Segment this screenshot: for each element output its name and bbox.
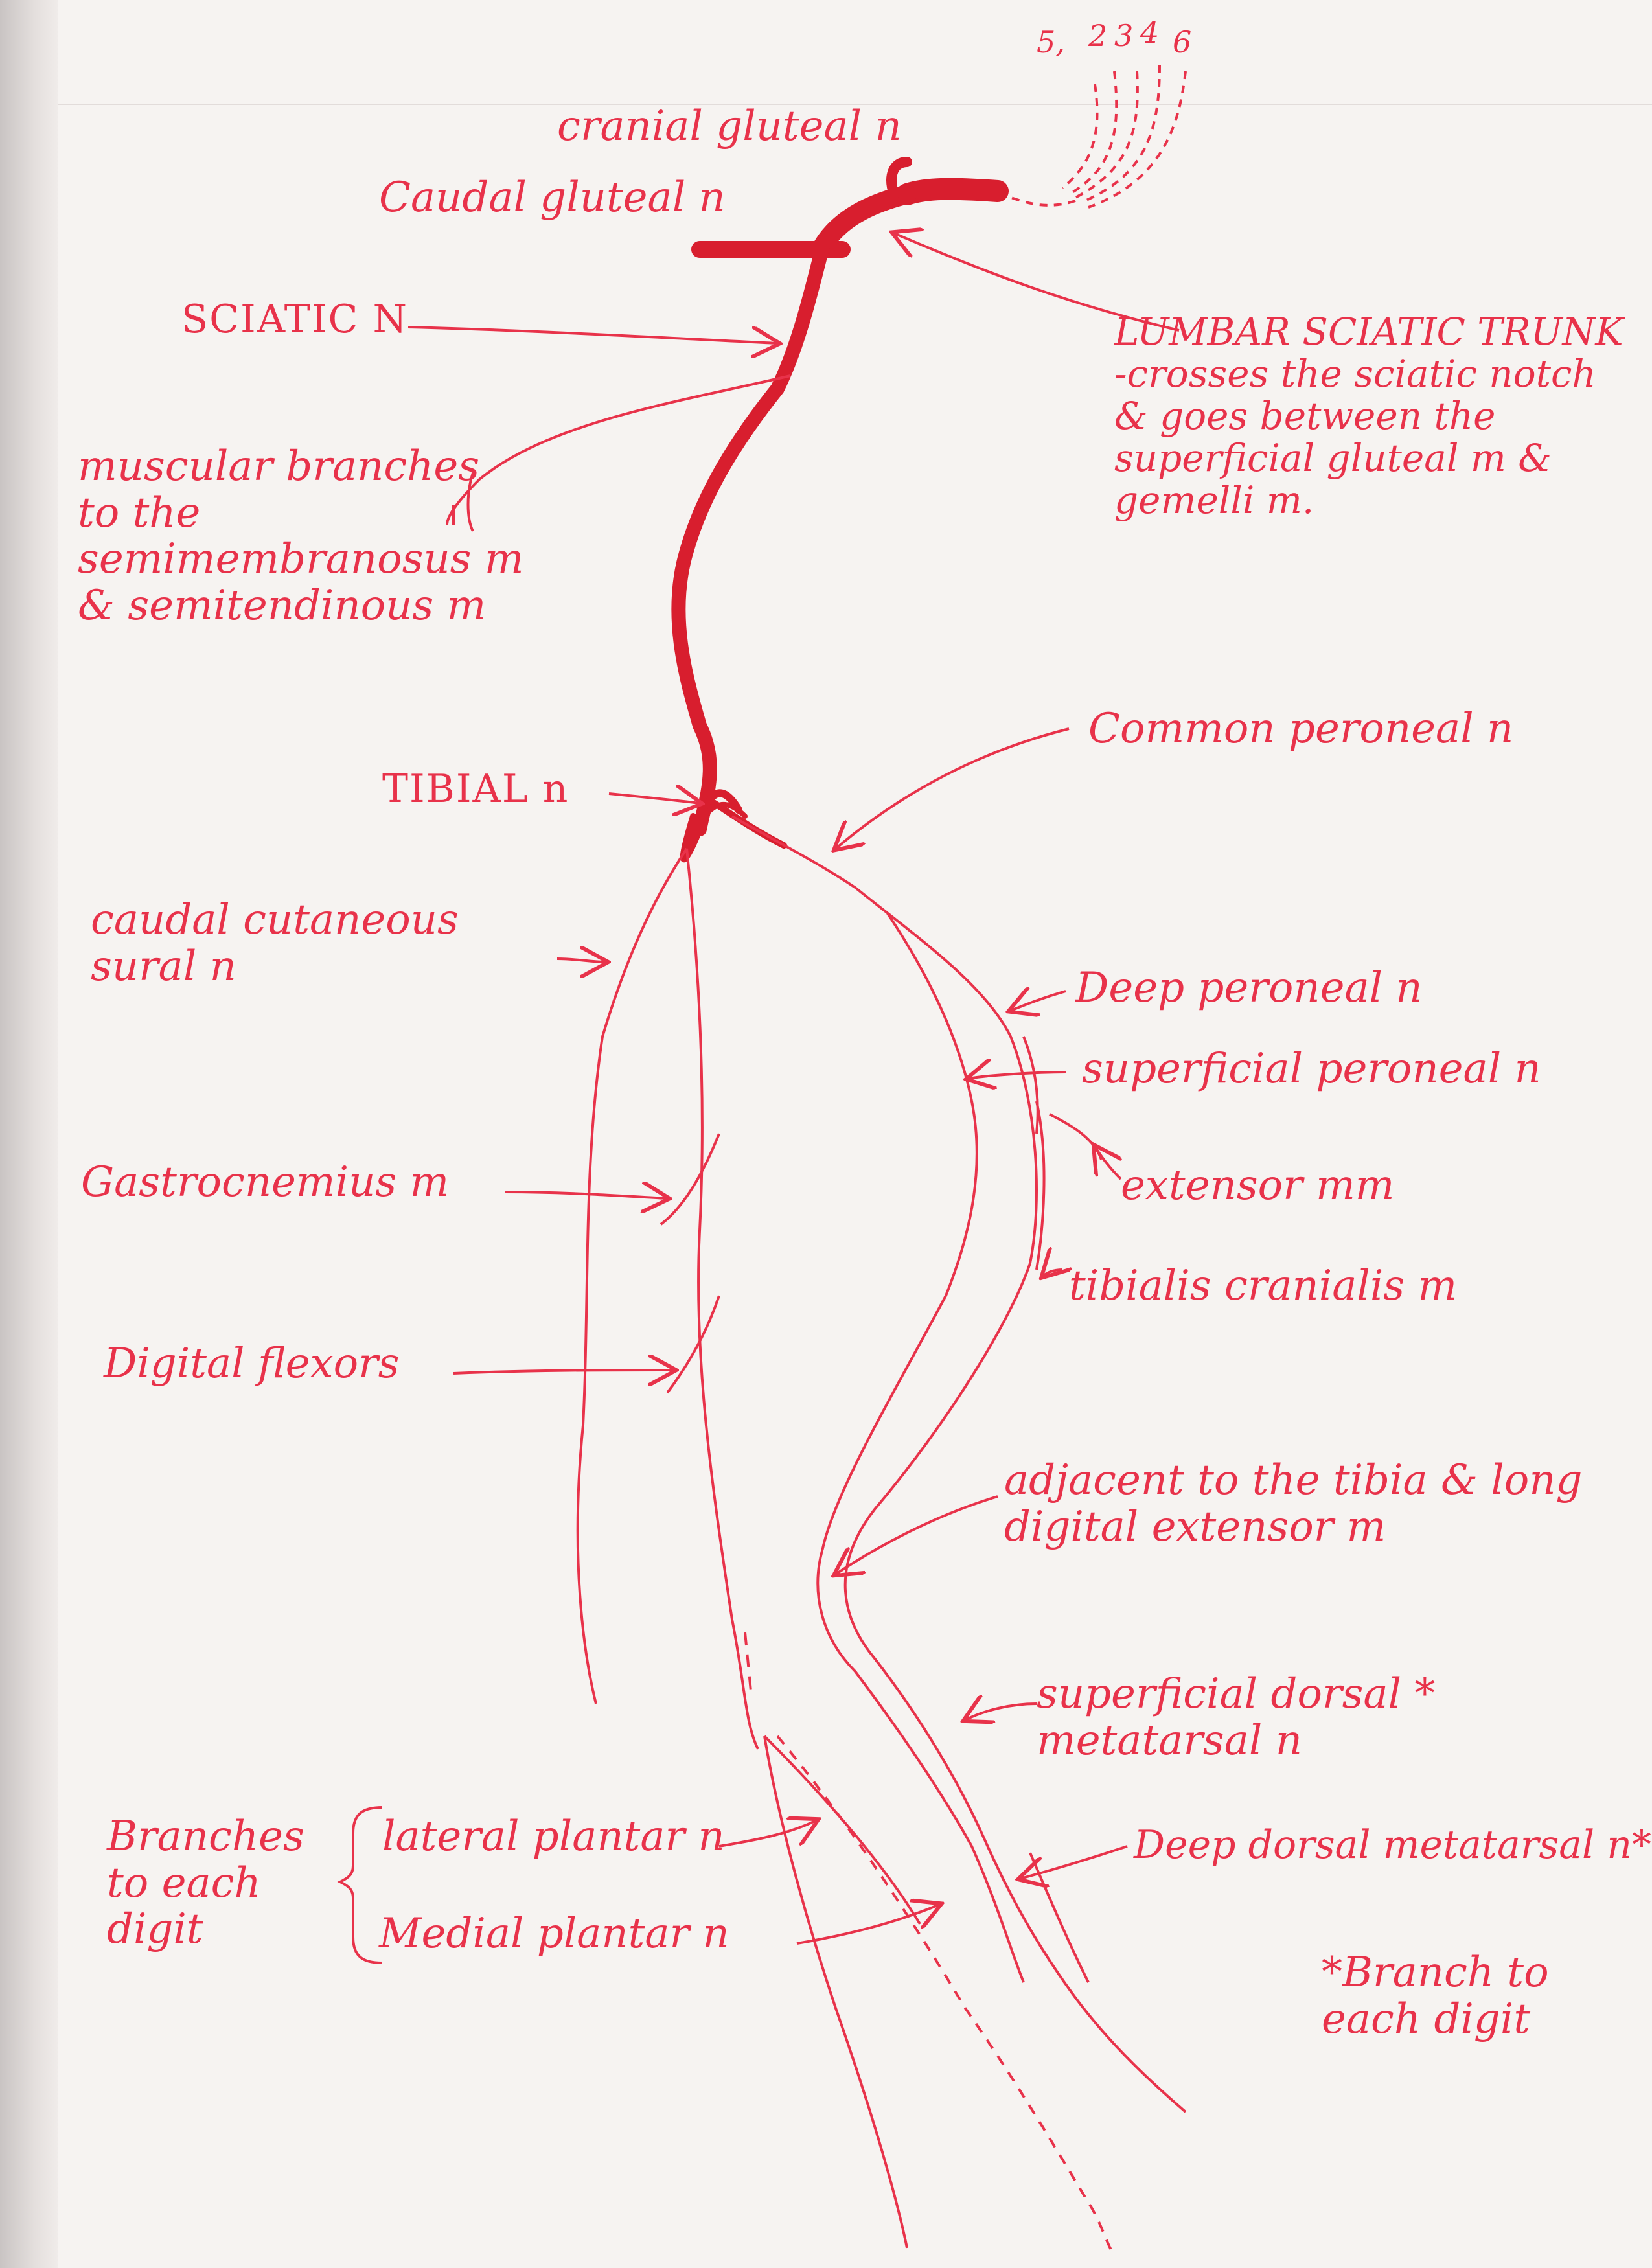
spinal-roots [997,64,1187,209]
spinal-root-label: 6 [1173,25,1192,60]
label-footnote: *Branch to each digit [1322,1949,1549,2043]
label-sciatic: SCIATIC N [181,297,408,342]
fold-line [58,104,1652,105]
label-extensor: extensor mm [1121,1162,1395,1209]
label-tibialis-cranialis: tibialis cranialis m [1069,1262,1458,1310]
branches-brace [337,1806,383,1964]
spinal-root-label: 2 [1088,18,1108,53]
label-medial-plantar: Medial plantar n [379,1910,729,1958]
sciatic-trunk [671,157,1009,863]
label-common-peroneal: Common peroneal n [1088,705,1514,753]
label-branches-each-digit: Branches to each digit [107,1813,304,1954]
label-superficial-peroneal: superficial peroneal n [1082,1045,1541,1093]
paper [58,0,1652,2268]
label-tibial: TIBIAL n [382,766,569,812]
label-lateral-plantar: lateral plantar n [382,1813,725,1861]
common-peroneal-nerve [731,815,1187,2113]
tibial-nerve [576,847,1116,2256]
label-superficial-dorsal-metatarsal: superficial dorsal * metatarsal n [1037,1670,1436,1765]
paper-edge [0,0,58,2268]
label-cranial-gluteal: cranial gluteal n [557,102,902,150]
muscular-branches [446,374,791,532]
spinal-root-label: 5, [1037,25,1065,60]
spinal-root-label: 4 [1140,15,1160,50]
label-gastrocnemius: Gastrocnemius m [81,1158,450,1206]
label-caudal-cutaneous-sural: caudal cutaneous sural n [91,896,459,991]
annotation-arrows [407,233,1180,1945]
label-deep-peroneal: Deep peroneal n [1075,964,1423,1012]
spinal-root-label: 3 [1114,18,1134,53]
label-digital-flexors: Digital flexors [104,1340,400,1388]
label-lumbar-sciatic-trunk: LUMBAR SCIATIC TRUNK -crosses the sciati… [1114,310,1623,522]
label-adjacent-tibia: adjacent to the tibia & long digital ext… [1004,1456,1583,1551]
label-muscular-branches: muscular branches to the semimembranosus… [78,442,524,630]
label-deep-dorsal-metatarsal: Deep dorsal metatarsal n* [1134,1822,1651,1868]
label-caudal-gluteal: Caudal gluteal n [379,174,726,222]
